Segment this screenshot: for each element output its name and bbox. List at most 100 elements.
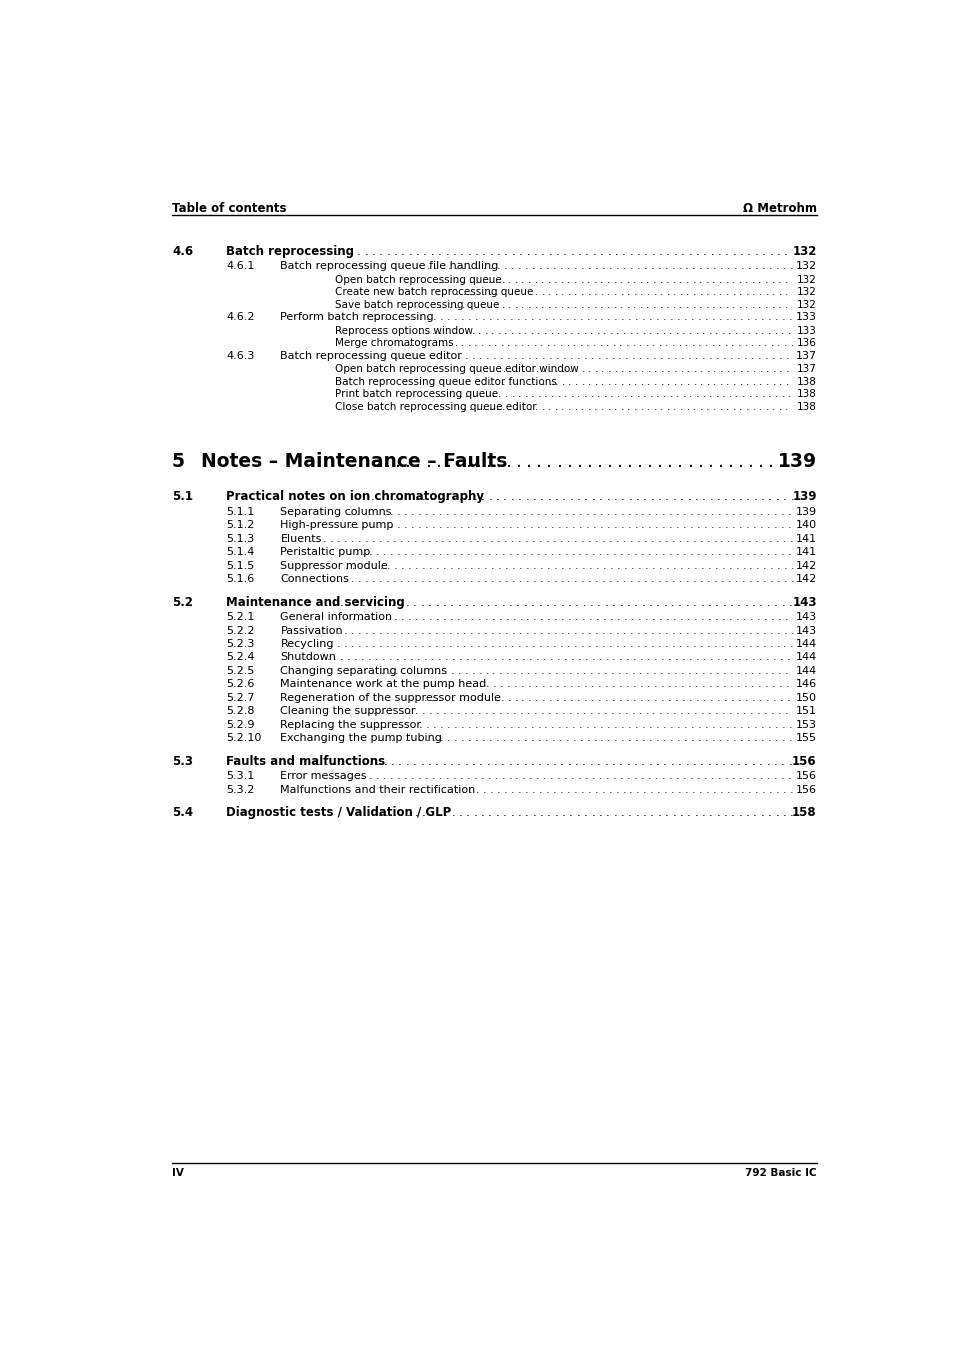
- Text: .: .: [319, 653, 322, 662]
- Text: .: .: [771, 680, 775, 689]
- Text: .: .: [769, 561, 773, 571]
- Text: .: .: [501, 547, 504, 558]
- Text: .: .: [642, 326, 645, 336]
- Text: .: .: [516, 720, 519, 730]
- Text: .: .: [423, 245, 427, 258]
- Text: Reprocess options window: Reprocess options window: [335, 326, 472, 336]
- Text: .: .: [782, 574, 786, 584]
- Text: 4.6.3: 4.6.3: [226, 351, 254, 361]
- Text: .: .: [570, 389, 574, 399]
- Text: .: .: [701, 351, 705, 361]
- Text: .: .: [578, 734, 582, 743]
- Text: .: .: [394, 245, 397, 258]
- Text: .: .: [586, 734, 589, 743]
- Text: .: .: [739, 377, 742, 386]
- Text: .: .: [487, 507, 491, 517]
- Text: .: .: [520, 300, 524, 309]
- Text: .: .: [532, 626, 536, 635]
- Text: .: .: [563, 326, 566, 336]
- Text: .: .: [509, 720, 513, 730]
- Text: .: .: [732, 365, 736, 374]
- Text: .: .: [725, 401, 729, 412]
- Text: .: .: [741, 389, 744, 399]
- Text: .: .: [677, 453, 682, 471]
- Text: .: .: [685, 574, 689, 584]
- Text: .: .: [600, 288, 603, 297]
- Text: .: .: [538, 626, 542, 635]
- Text: .: .: [666, 401, 669, 412]
- Text: .: .: [501, 288, 505, 297]
- Text: .: .: [574, 626, 578, 635]
- Text: 133: 133: [796, 326, 816, 336]
- Text: .: .: [514, 276, 517, 285]
- Text: .: .: [385, 805, 389, 819]
- Text: .: .: [639, 693, 642, 703]
- Text: .: .: [550, 547, 554, 558]
- Text: .: .: [574, 401, 578, 412]
- Text: .: .: [753, 312, 757, 323]
- Text: .: .: [746, 734, 750, 743]
- Text: .: .: [721, 596, 725, 608]
- Text: .: .: [559, 574, 563, 584]
- Text: .: .: [679, 561, 682, 571]
- Text: .: .: [665, 300, 669, 309]
- Text: .: .: [445, 326, 448, 336]
- Text: .: .: [690, 734, 694, 743]
- Text: .: .: [667, 653, 671, 662]
- Text: .: .: [567, 288, 571, 297]
- Text: .: .: [773, 771, 776, 781]
- Text: .: .: [501, 520, 505, 531]
- Text: .: .: [636, 262, 639, 272]
- Text: .: .: [489, 365, 492, 374]
- Text: .: .: [554, 276, 557, 285]
- Text: .: .: [365, 612, 369, 621]
- Text: .: .: [633, 754, 637, 767]
- Text: 144: 144: [795, 653, 816, 662]
- Text: .: .: [619, 771, 623, 781]
- Text: .: .: [558, 785, 562, 794]
- Text: .: .: [706, 574, 710, 584]
- Text: .: .: [766, 507, 770, 517]
- Text: .: .: [480, 520, 484, 531]
- Text: .: .: [427, 785, 430, 794]
- Text: .: .: [692, 300, 695, 309]
- Text: .: .: [597, 680, 600, 689]
- Text: .: .: [639, 680, 642, 689]
- Text: .: .: [727, 561, 731, 571]
- Text: .: .: [655, 326, 659, 336]
- Text: .: .: [521, 365, 525, 374]
- Text: .: .: [700, 561, 703, 571]
- Text: .: .: [495, 520, 497, 531]
- Text: .: .: [449, 754, 453, 767]
- Text: .: .: [502, 734, 506, 743]
- Text: .: .: [664, 574, 668, 584]
- Text: .: .: [378, 534, 382, 544]
- Text: .: .: [787, 754, 791, 767]
- Text: .: .: [586, 300, 590, 309]
- Text: .: .: [640, 547, 644, 558]
- Text: .: .: [535, 653, 538, 662]
- Text: .: .: [657, 453, 662, 471]
- Text: .: .: [768, 785, 772, 794]
- Text: .: .: [745, 720, 749, 730]
- Text: .: .: [585, 720, 589, 730]
- Text: .: .: [614, 365, 618, 374]
- Text: .: .: [466, 771, 470, 781]
- Text: .: .: [754, 245, 758, 258]
- Text: .: .: [764, 693, 768, 703]
- Text: .: .: [665, 276, 669, 285]
- Text: .: .: [704, 338, 707, 349]
- Text: .: .: [644, 561, 647, 571]
- Text: .: .: [578, 520, 581, 531]
- Text: .: .: [401, 338, 405, 349]
- Text: .: .: [601, 534, 604, 544]
- Text: .: .: [496, 490, 499, 504]
- Text: .: .: [483, 574, 487, 584]
- Text: .: .: [606, 490, 609, 504]
- Text: .: .: [653, 351, 656, 361]
- Text: .: .: [393, 626, 396, 635]
- Text: .: .: [355, 507, 358, 517]
- Text: .: .: [427, 534, 431, 544]
- Text: .: .: [661, 520, 665, 531]
- Text: .: .: [375, 520, 379, 531]
